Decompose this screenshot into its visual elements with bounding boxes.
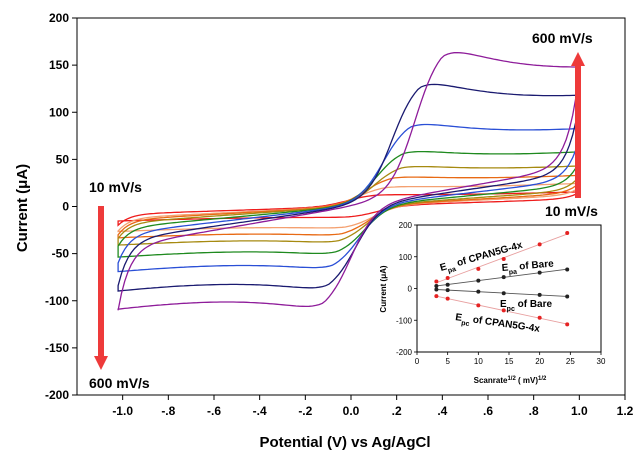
inset-label-epa-bare-e: E bbox=[501, 262, 509, 274]
main-axis-ticks: -1.0 -.8 -.6 -.4 -.2 0.0 .2 .4 .6 .8 1.0 1.2 -200 -15… bbox=[45, 11, 634, 418]
main-x-tick-label: .4 bbox=[437, 404, 447, 418]
inset-x-label-mid: ( mV) bbox=[516, 376, 539, 385]
inset-point-pa_cpan bbox=[445, 276, 450, 281]
inset-y-tick-label: -100 bbox=[396, 316, 413, 325]
main-y-tick-label: 100 bbox=[49, 105, 69, 119]
inset-label-epc-cpan-sub: pc bbox=[461, 319, 470, 327]
inset-point-pa_cpan bbox=[476, 266, 481, 271]
inset-x-tick-label: 25 bbox=[566, 357, 575, 366]
inset-x-tick-label: 0 bbox=[415, 357, 420, 366]
annotation-top-left: 10 mV/s bbox=[89, 179, 142, 195]
annotation-bottom-right: 10 mV/s bbox=[545, 203, 598, 219]
inset-y-tick-label: 100 bbox=[399, 253, 413, 262]
main-x-tick-label: -.2 bbox=[298, 404, 312, 418]
inset-point-pc_cpan bbox=[434, 294, 439, 299]
main-x-tick-label: .6 bbox=[483, 404, 493, 418]
inset-point-pc_cpan bbox=[565, 322, 570, 327]
arrow-increasing-right-head bbox=[571, 52, 585, 66]
inset-x-tick-label: 15 bbox=[505, 357, 514, 366]
inset-point-pc_cpan bbox=[476, 303, 481, 308]
inset-point-pc_cpan bbox=[537, 315, 542, 320]
inset-axis-ticks: 0 5 10 15 20 25 30 -200 -100 0 100 200 bbox=[396, 221, 606, 366]
inset-y-label-prefix: Current ( bbox=[379, 278, 388, 312]
inset-x-label-sup1: 1/2 bbox=[507, 376, 516, 382]
main-x-tick-label: 1.0 bbox=[571, 404, 588, 418]
inset-y-axis-label: Current (μA) bbox=[379, 265, 388, 312]
inset-point-pa_bare bbox=[434, 283, 439, 288]
inset-x-tick-label: 20 bbox=[535, 357, 544, 366]
inset-point-pa_bare bbox=[537, 270, 542, 275]
inset-y-tick-label: 0 bbox=[408, 285, 413, 294]
annotation-top-right: 600 mV/s bbox=[532, 30, 593, 46]
inset-x-tick-label: 10 bbox=[474, 357, 483, 366]
scan-rate-arrows bbox=[94, 52, 585, 370]
inset-fit-line-pa_cpan bbox=[436, 233, 568, 284]
main-y-axis-label: Current (μA) bbox=[14, 164, 31, 252]
inset-point-pa_bare bbox=[565, 267, 570, 272]
inset-point-pa_cpan bbox=[565, 230, 570, 235]
inset-point-pc_bare bbox=[565, 294, 570, 299]
inset-point-pa_cpan bbox=[537, 242, 542, 247]
main-y-tick-label: 150 bbox=[49, 58, 69, 72]
inset-point-pc_bare bbox=[434, 287, 439, 292]
inset-label-epc-bare-rest: of Bare bbox=[515, 299, 553, 310]
main-y-label-mu: μ bbox=[14, 180, 31, 189]
main-x-tick-label: -.4 bbox=[253, 404, 267, 418]
inset-y-label-mu: μ bbox=[379, 274, 388, 279]
annotation-bottom-left: 600 mV/s bbox=[89, 375, 150, 391]
main-x-tick-label: 0.0 bbox=[343, 404, 360, 418]
main-x-tick-label: .2 bbox=[392, 404, 402, 418]
inset-label-epc-bare: Epc of Bare bbox=[500, 299, 553, 313]
inset-point-pc_bare bbox=[445, 288, 450, 293]
inset-point-pc_bare bbox=[501, 291, 506, 296]
inset-x-label-sup2: 1/2 bbox=[538, 376, 547, 382]
main-y-label-prefix: Current ( bbox=[14, 189, 31, 252]
inset-label-epa-bare-rest: of Bare bbox=[516, 258, 554, 272]
inset-label-epa-cpan-sub: pa bbox=[447, 265, 457, 274]
main-x-axis-label: Potential (V) vs Ag/AgCl bbox=[259, 434, 430, 451]
main-x-tick-label: -1.0 bbox=[112, 404, 133, 418]
main-y-tick-label: -200 bbox=[45, 388, 69, 402]
main-x-tick-label: -.6 bbox=[207, 404, 221, 418]
inset-label-epc-bare-e: E bbox=[500, 299, 507, 310]
cv-curve-2 bbox=[117, 182, 580, 233]
inset-point-pa_cpan bbox=[434, 279, 439, 284]
arrow-increasing-left-head bbox=[94, 356, 108, 370]
main-y-tick-label: 50 bbox=[56, 152, 70, 166]
inset-label-epc-bare-sub: pc bbox=[507, 306, 515, 313]
inset-point-pc_bare bbox=[476, 289, 481, 294]
inset-x-tick-label: 5 bbox=[445, 357, 450, 366]
inset-point-pc_cpan bbox=[445, 296, 450, 301]
main-y-tick-label: -150 bbox=[45, 341, 69, 355]
inset-point-pc_cpan bbox=[501, 308, 506, 313]
inset-point-pa_cpan bbox=[501, 256, 506, 261]
main-x-tick-label: .8 bbox=[529, 404, 539, 418]
main-y-tick-label: 200 bbox=[49, 11, 69, 25]
inset-point-pa_bare bbox=[501, 275, 506, 280]
main-y-label-suffix: A) bbox=[14, 164, 31, 180]
main-y-tick-label: -100 bbox=[45, 294, 69, 308]
inset-label-epa-bare: Epa of Bare bbox=[501, 258, 554, 276]
main-y-tick-label: 0 bbox=[62, 200, 69, 214]
inset-y-tick-label: 200 bbox=[399, 221, 413, 230]
inset-fit-line-pa_bare bbox=[436, 268, 568, 287]
inset-chart: 0 5 10 15 20 25 30 -200 -100 0 100 200 Current (μA)… bbox=[379, 221, 606, 385]
inset-x-tick-label: 30 bbox=[597, 357, 606, 366]
main-y-tick-label: -50 bbox=[52, 247, 70, 261]
inset-series bbox=[434, 230, 570, 327]
inset-point-pc_bare bbox=[537, 292, 542, 297]
inset-x-label-prefix: Scanrate bbox=[474, 376, 508, 385]
main-x-tick-label: 1.2 bbox=[617, 404, 634, 418]
main-x-tick-label: -.8 bbox=[161, 404, 175, 418]
inset-label-epa-bare-sub: pa bbox=[509, 268, 518, 276]
inset-point-pa_bare bbox=[445, 282, 450, 287]
inset-y-tick-label: -200 bbox=[396, 348, 413, 357]
inset-label-epa-cpan-e: E bbox=[439, 261, 449, 274]
inset-label-epc-cpan-e: E bbox=[455, 312, 463, 324]
inset-y-label-suffix: A) bbox=[379, 265, 388, 274]
inset-point-pa_bare bbox=[476, 278, 481, 283]
inset-x-axis-label: Scanrate1/2 ( mV)1/2 bbox=[474, 376, 547, 385]
